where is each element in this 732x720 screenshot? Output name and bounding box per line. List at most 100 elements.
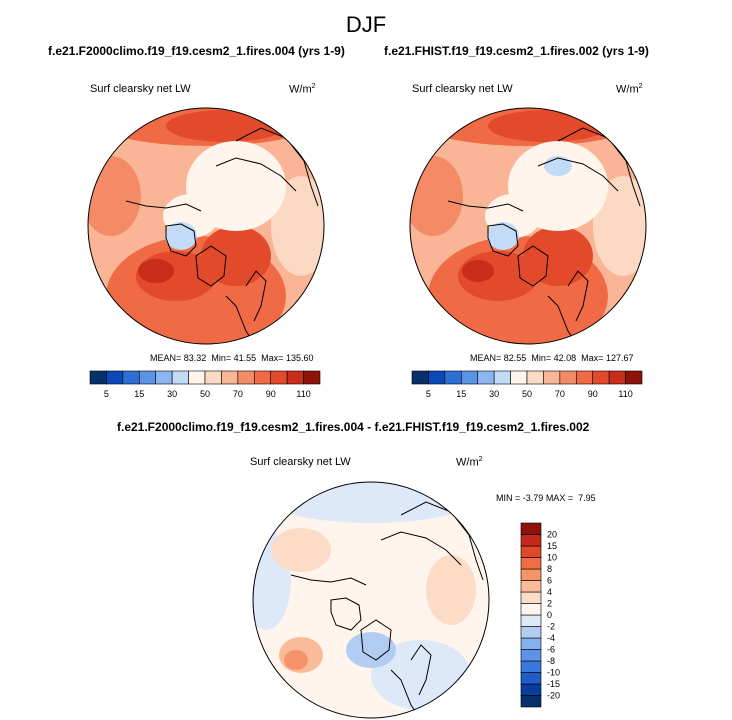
panel1-colorbar: 51530507090110130: [89, 370, 321, 399]
field-cold-arctic: [544, 156, 572, 176]
colorbar-swatch: [520, 649, 542, 662]
field-cold-hudson: [165, 222, 197, 250]
colorbar-tick-label: 15: [134, 389, 144, 399]
colorbar-tick-label: 110: [296, 389, 310, 399]
coastline-north-america: [125, 200, 202, 212]
colorbar-swatch: [411, 370, 429, 385]
coastline-hudson: [487, 223, 519, 257]
coastline-hudson: [165, 223, 197, 257]
colorbar-swatch: [520, 660, 542, 673]
colorbar-swatch: [526, 370, 544, 385]
colorbar-swatch: [520, 534, 542, 547]
colorbar-swatch: [520, 545, 542, 558]
colorbar-swatch: [237, 370, 255, 385]
coastline-eurasia: [400, 501, 484, 581]
field-high-europe: [523, 226, 593, 286]
panel3-variable-label: Surf clearsky net LW: [250, 456, 351, 468]
coastline-greenland: [360, 619, 392, 661]
colorbar-tick-label: 90: [266, 389, 276, 399]
colorbar-tick-label: 70: [555, 389, 565, 399]
coastline-scandinavia: [245, 270, 267, 322]
figure-title: DJF: [345, 12, 387, 37]
colorbar-tick-label: 50: [200, 389, 210, 399]
panel3-units: W/m2: [456, 456, 483, 469]
colorbar-swatch: [286, 370, 304, 385]
panel3-stats: MIN = -3.79 MAX = 7.95: [496, 493, 596, 503]
field-high-greenland-sea: [462, 260, 494, 282]
colorbar-swatch: [592, 370, 610, 385]
field-pos-west: [271, 528, 331, 572]
colorbar-swatch: [520, 626, 542, 639]
panel2-units: W/m2: [616, 83, 643, 96]
colorbar-swatch: [520, 580, 542, 593]
panel2-colorbar: 51530507090110130: [411, 370, 643, 399]
coastline-eurasia: [235, 127, 319, 207]
coastline-scandinavia: [410, 644, 432, 696]
colorbar-swatch: [253, 370, 272, 385]
field-neg-north: [261, 482, 481, 523]
field-high-greenland-sea: [138, 259, 174, 283]
colorbar-tick-label: 30: [167, 389, 177, 399]
field-pos-atlantic-core: [284, 650, 308, 670]
colorbar-swatch: [520, 637, 542, 650]
colorbar-tick-label: 90: [588, 389, 598, 399]
colorbar-swatch: [221, 370, 239, 385]
colorbar-tick-label: 10: [547, 553, 557, 563]
colorbar-tick-label: -2: [547, 622, 555, 632]
colorbar-tick-label: 50: [522, 389, 532, 399]
panel2-stats: MEAN= 82.55 Min= 42.08 Max= 127.67: [470, 353, 634, 363]
colorbar-swatch: [428, 370, 446, 385]
coastline-scandinavia: [567, 270, 589, 322]
colorbar-swatch: [122, 370, 140, 385]
colorbar-tick-label: 6: [547, 576, 552, 586]
panel1-variable-label: Surf clearsky net LW: [90, 83, 191, 95]
colorbar-tick-label: 15: [547, 541, 557, 551]
colorbar-swatch: [460, 370, 479, 385]
colorbar-swatch: [510, 370, 528, 385]
coastline-eurasia: [557, 127, 641, 207]
coastline-greenland: [195, 245, 227, 287]
panel2-polar-map: [409, 107, 647, 345]
panel1-stats: MEAN= 83.32 Min= 41.55 Max= 135.60: [150, 353, 314, 363]
coastline-siberia: [537, 157, 619, 192]
coastline-hudson: [330, 597, 362, 631]
colorbar-tick-label: -6: [547, 645, 555, 655]
colorbar-tick-label: 8: [547, 564, 552, 574]
field-high-europe: [201, 226, 271, 286]
panel3-polar-map: [252, 481, 490, 719]
panel2-variable-label: Surf clearsky net LW: [412, 83, 513, 95]
colorbar-swatch: [89, 370, 107, 385]
colorbar-swatch: [106, 370, 124, 385]
coastline-siberia: [215, 157, 297, 192]
coastline-siberia: [380, 531, 462, 566]
colorbar-swatch: [155, 370, 173, 385]
colorbar-swatch: [204, 370, 222, 385]
colorbar-swatch: [171, 370, 189, 385]
colorbar-tick-label: 5: [426, 389, 431, 399]
colorbar-swatch: [270, 370, 288, 385]
panel1-polar-map: [87, 107, 325, 345]
colorbar-tick-label: 2: [547, 599, 552, 609]
colorbar-swatch: [520, 683, 542, 696]
panel3-title: f.e21.F2000climo.f19_f19.cesm2_1.fires.0…: [117, 420, 590, 434]
panel2-title: f.e21.FHIST.f19_f19.cesm2_1.fires.002 (y…: [384, 44, 649, 58]
colorbar-swatch: [608, 370, 626, 385]
colorbar-tick-label: 15: [456, 389, 466, 399]
colorbar-tick-label: -20: [547, 691, 560, 701]
colorbar-swatch: [520, 672, 542, 685]
colorbar-swatch: [303, 370, 321, 385]
colorbar-tick-label: 20: [547, 530, 557, 540]
map-boundary: [87, 107, 325, 345]
field-cold-hudson: [487, 222, 519, 250]
map-boundary: [252, 481, 490, 719]
colorbar-tick-label: 70: [233, 389, 243, 399]
colorbar-swatch: [575, 370, 594, 385]
colorbar-swatch: [520, 695, 542, 708]
map-boundary: [409, 107, 647, 345]
colorbar-swatch: [520, 522, 542, 535]
panel1-units: W/m2: [289, 83, 316, 96]
colorbar-tick-label: 5: [104, 389, 109, 399]
colorbar-swatch: [625, 370, 643, 385]
colorbar-swatch: [520, 614, 542, 627]
